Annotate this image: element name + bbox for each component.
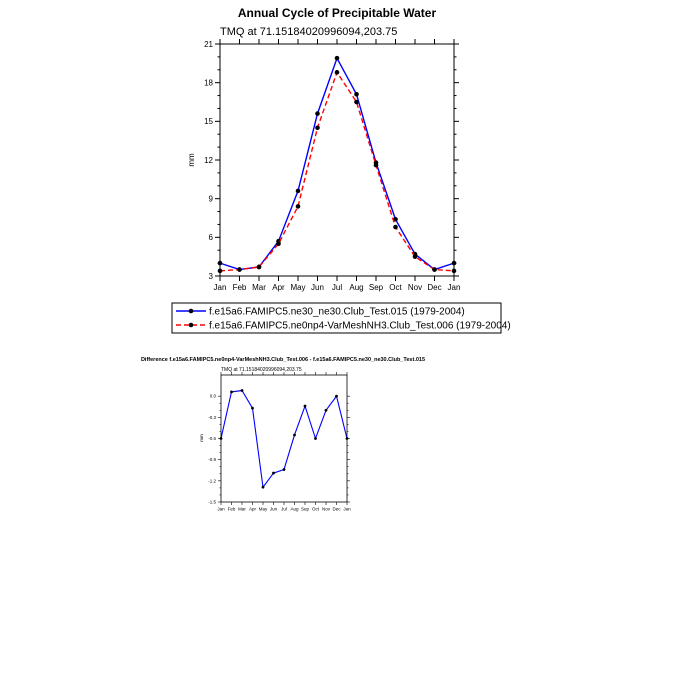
series-1-point bbox=[276, 241, 281, 247]
series-1-point bbox=[373, 162, 379, 168]
series-0-point bbox=[393, 216, 398, 222]
series-0-point bbox=[295, 188, 301, 194]
series-1-point bbox=[393, 224, 398, 230]
series-1-point bbox=[334, 70, 340, 75]
difference-plot-frame bbox=[220, 374, 348, 503]
x-tick-label: Oct bbox=[312, 507, 320, 512]
series-0-point bbox=[335, 394, 338, 398]
y-tick-label: 9 bbox=[209, 194, 214, 203]
series-0-point bbox=[315, 111, 320, 116]
series-0-point bbox=[282, 468, 286, 471]
y-tick-label: 21 bbox=[204, 40, 213, 49]
x-tick-label: Oct bbox=[389, 283, 402, 292]
y-tick-label: 12 bbox=[204, 156, 213, 165]
x-tick-label: Jul bbox=[332, 283, 342, 292]
series-1-point bbox=[237, 267, 242, 272]
x-tick-label: Aug bbox=[349, 283, 363, 292]
series-1-point bbox=[256, 264, 262, 270]
x-tick-label: May bbox=[290, 283, 305, 292]
x-tick-label: Jun bbox=[270, 507, 278, 512]
x-tick-label: Apr bbox=[272, 283, 285, 292]
difference-series-group bbox=[219, 389, 349, 489]
difference-y-label: mm bbox=[199, 434, 204, 442]
main-chart: Annual Cycle of Precipitable Water TMQ a… bbox=[187, 6, 460, 292]
x-tick-label: Mar bbox=[252, 283, 266, 292]
series-0-point bbox=[314, 437, 317, 440]
series-line-0 bbox=[219, 56, 455, 271]
series-0-point bbox=[334, 55, 340, 61]
difference-x-axis: Jan Feb Mar Apr May Jun Jul Aug Sep Oct Nov Dec Jan bbox=[217, 372, 351, 512]
main-y-axis: 3 6 9 12 15 18 21 bbox=[204, 40, 459, 281]
legend-box bbox=[171, 302, 502, 334]
y-tick-label: 3 bbox=[209, 272, 214, 281]
series-line-0 bbox=[220, 389, 348, 489]
series-0-point bbox=[251, 406, 254, 410]
y-tick-label: -0.3 bbox=[208, 415, 216, 420]
y-tick-label: 15 bbox=[204, 117, 213, 126]
legend-marker-control bbox=[188, 308, 194, 314]
difference-y-axis: -1.5 -1.2 -0.9 -0.6 -0.3 0.0 bbox=[208, 394, 350, 505]
series-0-point bbox=[272, 471, 275, 475]
x-tick-label: Jan bbox=[343, 507, 351, 512]
main-series-group bbox=[217, 55, 457, 274]
main-plot-frame bbox=[219, 43, 455, 277]
y-tick-label: -1.2 bbox=[208, 478, 216, 483]
series-line-1 bbox=[219, 70, 455, 272]
x-tick-label: Feb bbox=[228, 507, 236, 512]
x-tick-label: Sep bbox=[369, 283, 384, 292]
difference-chart-subtitle: TMQ at 71.15184020996094,203.75 bbox=[221, 367, 302, 373]
y-tick-label: -1.5 bbox=[208, 500, 216, 505]
y-tick-label: 0.0 bbox=[210, 394, 217, 399]
legend-marker-test bbox=[188, 322, 194, 328]
series-0-point bbox=[354, 91, 359, 97]
y-tick-label: 6 bbox=[209, 233, 214, 242]
difference-chart-title: Difference f.e15a6.FAMIPC5.ne0np4-VarMes… bbox=[141, 357, 425, 363]
legend-entry-control: f.e15a6.FAMIPC5.ne30_ne30.Club_Test.015 … bbox=[176, 307, 465, 318]
x-tick-label: Nov bbox=[322, 507, 331, 512]
x-tick-label: Mar bbox=[238, 507, 246, 512]
series-0-point bbox=[324, 408, 328, 412]
series-0-point bbox=[293, 433, 296, 437]
series-1-point bbox=[432, 267, 437, 272]
x-tick-label: Aug bbox=[290, 507, 299, 512]
x-tick-label: Jul bbox=[281, 507, 287, 512]
series-0-point bbox=[240, 389, 244, 392]
x-tick-label: Nov bbox=[408, 283, 422, 292]
x-tick-label: Jun bbox=[311, 283, 324, 292]
difference-chart: Difference f.e15a6.FAMIPC5.ne0np4-VarMes… bbox=[141, 357, 425, 512]
legend-label-control: f.e15a6.FAMIPC5.ne30_ne30.Club_Test.015 … bbox=[209, 307, 465, 318]
series-0-point bbox=[230, 390, 233, 394]
series-1-point bbox=[315, 125, 320, 131]
series-1-point bbox=[295, 204, 301, 209]
main-chart-subtitle: TMQ at 71.15184020996094,203.75 bbox=[220, 26, 397, 38]
series-1-point bbox=[412, 254, 418, 259]
x-tick-label: Jan bbox=[448, 283, 461, 292]
legend-entry-test: f.e15a6.FAMIPC5.ne0np4-VarMeshNH3.Club_T… bbox=[176, 321, 511, 332]
y-tick-label: -0.9 bbox=[208, 457, 216, 462]
main-chart-title: Annual Cycle of Precipitable Water bbox=[238, 6, 437, 20]
y-tick-label: 18 bbox=[204, 78, 213, 87]
x-tick-label: Dec bbox=[332, 507, 341, 512]
legend-label-test: f.e15a6.FAMIPC5.ne0np4-VarMeshNH3.Club_T… bbox=[209, 321, 511, 332]
y-tick-label: -0.6 bbox=[208, 436, 216, 441]
x-tick-label: Dec bbox=[427, 283, 441, 292]
x-tick-label: Jan bbox=[217, 507, 225, 512]
x-tick-label: May bbox=[259, 507, 268, 512]
series-0-point bbox=[261, 485, 265, 489]
series-0-point bbox=[303, 404, 307, 408]
x-tick-label: Feb bbox=[233, 283, 247, 292]
main-y-label: mm bbox=[187, 153, 196, 167]
x-tick-label: Jan bbox=[214, 283, 227, 292]
x-tick-label: Apr bbox=[249, 507, 257, 512]
main-x-axis: Jan Feb Mar Apr May Jun Jul Aug Sep Oct Nov Dec Jan bbox=[214, 39, 461, 292]
x-tick-label: Sep bbox=[301, 507, 310, 512]
series-1-point bbox=[354, 99, 359, 105]
legend: f.e15a6.FAMIPC5.ne30_ne30.Club_Test.015 … bbox=[171, 302, 511, 334]
